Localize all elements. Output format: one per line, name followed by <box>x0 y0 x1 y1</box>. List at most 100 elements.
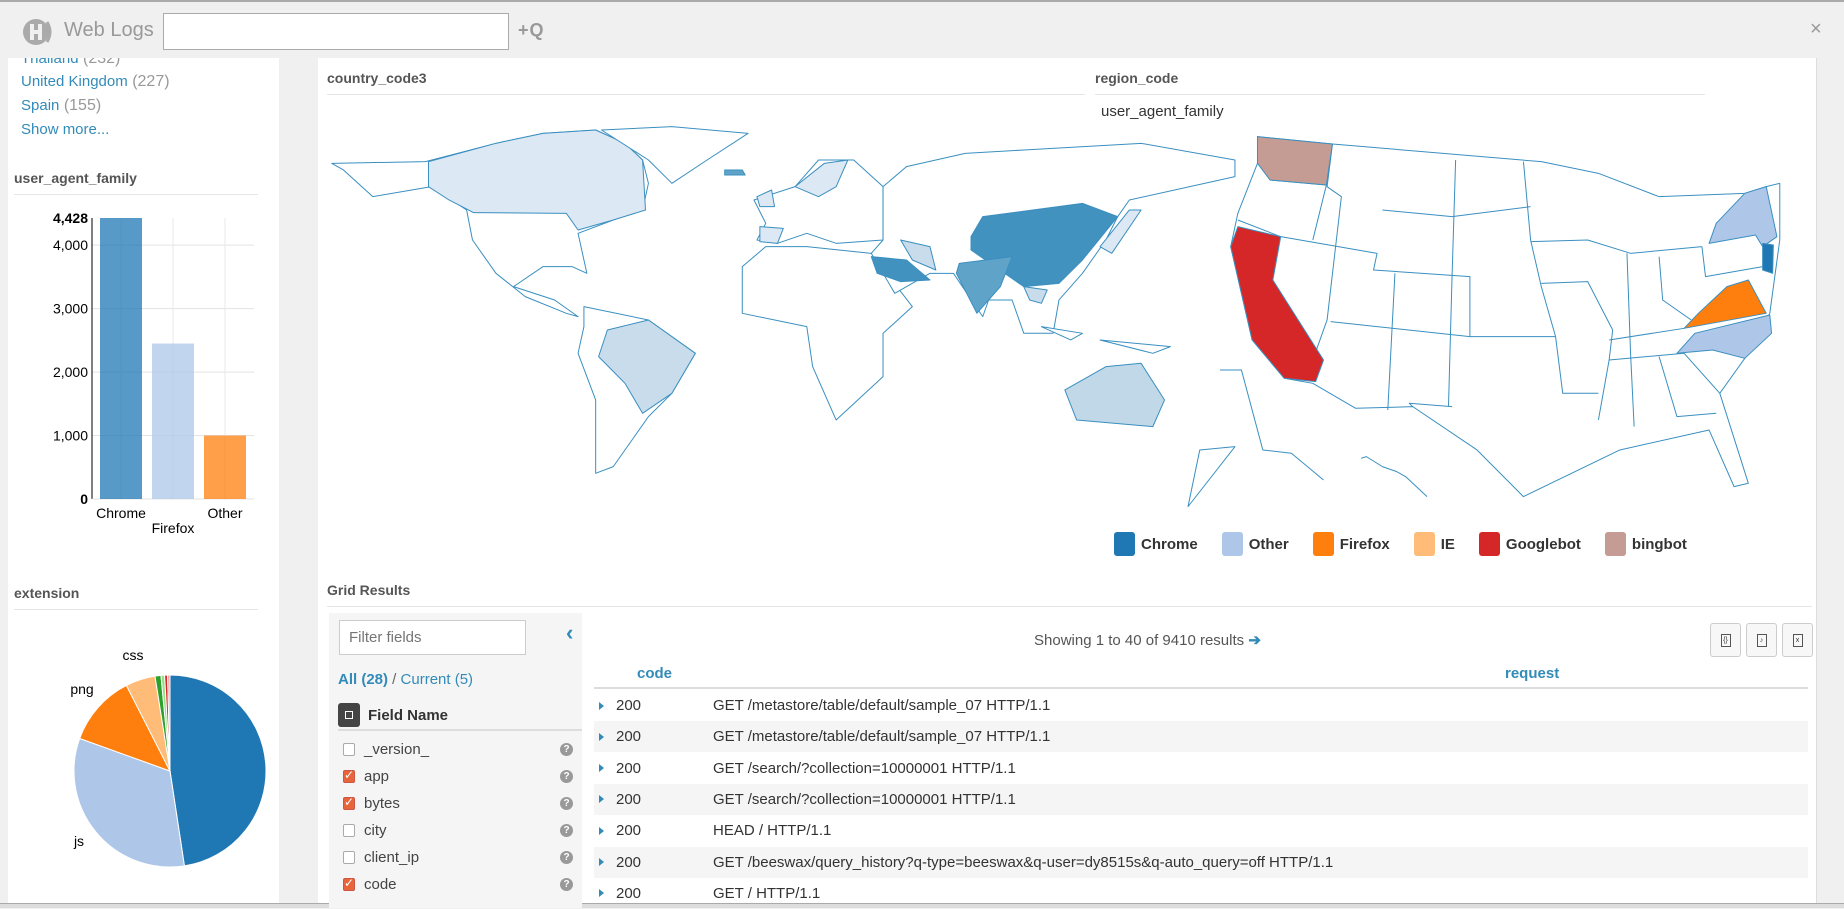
field-checkbox[interactable] <box>343 876 355 891</box>
expand-row-icon[interactable] <box>599 858 604 866</box>
pie-slice[interactable] <box>169 674 267 867</box>
close-icon[interactable]: × <box>1810 18 1822 40</box>
help-icon[interactable]: ? <box>560 877 573 891</box>
collapse-chevron-icon[interactable]: ‹ <box>566 620 574 645</box>
facet-item-spain[interactable]: Spain (155) <box>21 97 101 115</box>
legend-item[interactable]: Googlebot <box>1478 532 1581 556</box>
table-row[interactable]: 200 GET / HTTP/1.1 <box>594 878 1808 909</box>
europe <box>754 160 883 243</box>
bar-other[interactable] <box>204 435 246 499</box>
cell-code: 200 <box>616 884 642 902</box>
facet-count: (227) <box>132 73 170 90</box>
cell-code: 200 <box>616 853 642 871</box>
legend-item[interactable]: Chrome <box>1114 532 1198 556</box>
facet-item-thailand[interactable]: Thailand (232) <box>21 58 120 68</box>
field-name: client_ip <box>364 848 420 866</box>
facet-count: (155) <box>63 97 102 114</box>
select-all-toggle[interactable] <box>338 703 360 727</box>
pie-slice[interactable] <box>79 684 172 772</box>
expand-row-icon[interactable] <box>599 795 604 804</box>
legend-item[interactable]: bingbot <box>1604 532 1687 556</box>
field-checkbox[interactable] <box>343 742 355 756</box>
export-pdf-button[interactable]: ♪ <box>1746 623 1777 657</box>
region-map-subtitle: user_agent_family <box>1101 103 1224 120</box>
table-row[interactable]: 200 HEAD / HTTP/1.1 <box>594 815 1808 846</box>
field-list-panel <box>329 613 582 908</box>
facet-label: Thailand <box>21 58 79 67</box>
facet-item-united-kingdom[interactable]: United Kingdom (227) <box>21 73 170 91</box>
x-tick-label: Other <box>207 505 242 521</box>
country-australia <box>1065 363 1165 426</box>
expand-row-icon[interactable] <box>599 764 604 773</box>
legend-swatch <box>1114 532 1135 556</box>
y-tick-label: 3,000 <box>53 301 88 317</box>
field-row[interactable]: city? <box>343 818 573 842</box>
country-map-title: country_code3 <box>327 70 1085 95</box>
legend-item[interactable]: Firefox <box>1312 532 1390 556</box>
cell-code: 200 <box>616 822 642 840</box>
help-icon[interactable]: ? <box>560 850 573 864</box>
results-summary: Showing 1 to 40 of 9410 results ➔ <box>1034 631 1261 649</box>
field-name-header: Field Name <box>338 701 582 731</box>
export-xls-button[interactable]: x <box>1782 623 1813 657</box>
filter-fields-input[interactable] <box>339 620 526 655</box>
expand-row-icon[interactable] <box>599 701 604 710</box>
legend-item[interactable]: IE <box>1413 532 1455 556</box>
bar-chrome[interactable] <box>100 218 142 499</box>
add-query-button[interactable]: +Q <box>518 20 545 40</box>
table-row[interactable]: 200 GET /search/?collection=10000001 HTTP… <box>594 783 1808 815</box>
cell-request: HEAD / HTTP/1.1 <box>713 822 832 840</box>
field-row[interactable]: code? <box>343 872 573 896</box>
pie-slice[interactable] <box>73 737 185 868</box>
next-page-arrow-icon[interactable]: ➔ <box>1248 632 1261 649</box>
column-header-code[interactable]: code <box>637 665 673 682</box>
alaska <box>1220 370 1324 480</box>
legend-swatch <box>1221 532 1243 556</box>
field-row[interactable]: client_ip? <box>343 845 573 869</box>
cell-request: GET /metastore/table/default/sample_07 H… <box>713 728 1051 746</box>
export-csv-button[interactable]: {} <box>1710 623 1741 657</box>
bar-chart-title: user_agent_family <box>14 170 258 195</box>
expand-row-icon[interactable] <box>599 826 604 835</box>
pie-chart-title: extension <box>14 585 258 610</box>
help-icon[interactable]: ? <box>560 742 573 756</box>
legend-label: Googlebot <box>1505 535 1581 553</box>
table-row[interactable]: 200 GET /metastore/table/default/sample_0… <box>594 721 1808 753</box>
field-name: code <box>364 875 397 893</box>
field-checkbox[interactable] <box>343 795 355 810</box>
field-row[interactable]: app? <box>343 764 573 788</box>
cell-code: 200 <box>616 759 642 777</box>
column-header-request[interactable]: request <box>1505 665 1560 682</box>
field-checkbox[interactable] <box>343 823 355 837</box>
legend-label: Chrome <box>1141 535 1198 553</box>
country-iceland <box>725 170 746 175</box>
all-fields-tab[interactable]: All (28) <box>338 671 389 688</box>
help-icon[interactable]: ? <box>560 823 573 837</box>
expand-row-icon[interactable] <box>599 889 604 898</box>
grid-results-title: Grid Results <box>327 582 1812 607</box>
legend-label: Other <box>1248 535 1289 553</box>
extension-pie-chart: js png css <box>70 647 267 868</box>
table-row[interactable]: 200 GET /metastore/table/default/sample_0… <box>594 690 1808 721</box>
help-icon[interactable]: ? <box>560 796 573 810</box>
horizontal-scrollbar[interactable] <box>0 903 1844 908</box>
expand-row-icon[interactable] <box>599 732 604 741</box>
legend-item[interactable]: Other <box>1221 532 1289 556</box>
field-checkbox[interactable] <box>343 850 355 864</box>
legend-swatch <box>1478 532 1500 556</box>
field-row[interactable]: bytes? <box>343 791 573 815</box>
new-zealand <box>1188 447 1235 507</box>
country-scandinavia <box>795 160 848 197</box>
field-row[interactable]: _version_? <box>343 737 573 761</box>
search-input[interactable] <box>163 13 509 50</box>
table-row[interactable]: 200 GET /beeswax/query_history?q-type=bee… <box>594 846 1808 878</box>
current-fields-tab[interactable]: Current (5) <box>400 671 474 688</box>
pie-slice[interactable] <box>167 674 171 772</box>
vertical-scrollbar[interactable] <box>1816 58 1844 903</box>
field-checkbox[interactable] <box>343 768 355 783</box>
show-more-link[interactable]: Show more... <box>21 121 110 138</box>
help-icon[interactable]: ? <box>560 769 573 783</box>
bar-firefox[interactable] <box>152 343 194 499</box>
table-row[interactable]: 200 GET /search/?collection=10000001 HTTP… <box>594 753 1808 784</box>
x-tick-label: Firefox <box>152 520 195 536</box>
